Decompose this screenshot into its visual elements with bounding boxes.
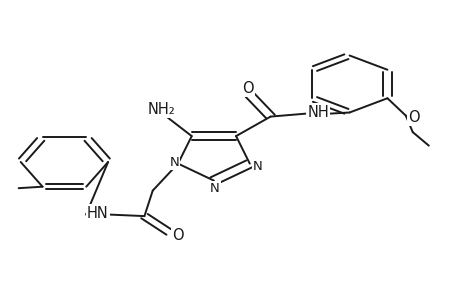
Text: O: O (408, 110, 419, 125)
Text: O: O (172, 227, 184, 242)
Text: NH: NH (307, 105, 329, 120)
Text: O: O (241, 81, 253, 96)
Text: N: N (169, 156, 179, 169)
Text: NH₂: NH₂ (148, 102, 175, 117)
Text: HN: HN (87, 206, 109, 220)
Text: N: N (209, 182, 219, 196)
Text: N: N (252, 160, 263, 172)
